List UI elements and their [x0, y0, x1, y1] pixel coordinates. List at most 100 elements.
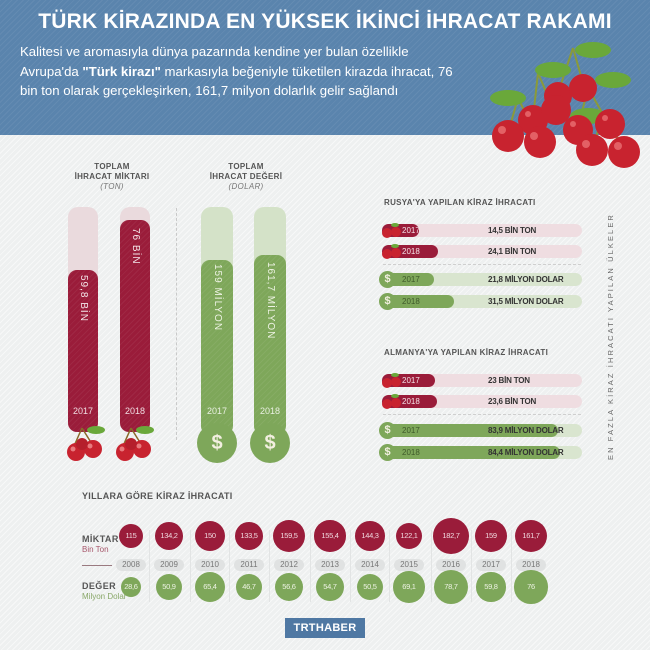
- cherry-icon: [67, 426, 105, 461]
- year-pill: 2009: [154, 559, 184, 571]
- russia-value-2018-bar: [382, 295, 454, 308]
- year-pill: 2011: [234, 559, 264, 571]
- bar-value: 21,8 MİLYON DOLAR: [488, 275, 564, 284]
- quantity-bubble: 155,4: [314, 520, 346, 552]
- quantity-bubble: 150: [194, 520, 226, 552]
- total-value-heading: TOPLAM İHRACAT DEĞERİ (DOLAR): [196, 162, 296, 192]
- cherry-icon: [382, 244, 401, 259]
- divider: [389, 530, 390, 602]
- cherry-icon: [116, 426, 154, 461]
- value-bubble: 50,9: [155, 573, 183, 601]
- divider: [511, 530, 512, 602]
- yearly-heading: YILLARA GÖRE KİRAZ İHRACATI: [82, 491, 233, 501]
- russia-heading: RUSYA'YA YAPILAN KİRAZ İHRACATI: [384, 198, 536, 207]
- heading-line: TOPLAM: [228, 162, 264, 171]
- heading-unit: (TON): [100, 182, 124, 191]
- bar-year: 2018: [402, 247, 420, 256]
- bar-value: 84,4 MİLYON DOLAR: [488, 448, 564, 457]
- bar-year: 2018: [402, 297, 420, 306]
- bar-year: 2017: [402, 426, 420, 435]
- quantity-bubble: 133,5: [235, 522, 263, 550]
- quantity-row-unit: Bin Ton: [82, 545, 109, 554]
- divider: [471, 530, 472, 602]
- year-pill: 2015: [394, 559, 424, 571]
- trthaber-logo: TRTHABER: [285, 618, 365, 638]
- bar-year: 2017: [402, 376, 420, 385]
- year-pill: 2012: [274, 559, 304, 571]
- bar-value: 24,1 BİN TON: [488, 247, 537, 256]
- cherries-icon: [490, 42, 640, 168]
- germany-value-2017-bar: [382, 424, 558, 437]
- year-pill: 2018: [516, 559, 546, 571]
- bar-year: 2018: [402, 448, 420, 457]
- divider: [350, 530, 351, 602]
- quantity-row-label: MİKTAR: [82, 534, 119, 544]
- value-bubble: 69,1: [393, 571, 425, 603]
- value-bubble: 76: [514, 570, 548, 604]
- bar-2018-quantity: [120, 220, 150, 432]
- divider: [176, 208, 177, 440]
- divider: [149, 530, 150, 602]
- divider: [190, 530, 191, 602]
- germany-heading: ALMANYA'YA YAPILAN KİRAZ İHRACATI: [384, 348, 549, 357]
- divider: [310, 530, 311, 602]
- value-bubble: 46,7: [236, 574, 262, 600]
- bar-year: 2018: [259, 406, 281, 416]
- dollar-icon: $: [379, 444, 396, 461]
- value-bubble: 59,8: [476, 572, 506, 602]
- bar-2017-quantity: [68, 270, 98, 432]
- bar-label: 59,8 BİN: [78, 275, 89, 322]
- bar-value: 23,6 BİN TON: [488, 397, 537, 406]
- divider: [383, 264, 581, 265]
- cherry-icon: [382, 394, 401, 409]
- page-subtitle: Kalitesi ve aromasıyla dünya pazarında k…: [20, 42, 470, 101]
- page-title: TÜRK KİRAZINDA EN YÜKSEK İKİNCİ İHRACAT …: [38, 10, 612, 33]
- bar-year: 2018: [402, 397, 420, 406]
- dollar-icon: $: [197, 423, 237, 463]
- russia-quantity-2017-track: [382, 224, 582, 237]
- quantity-bubble: 122,1: [396, 523, 422, 549]
- divider: [431, 530, 432, 602]
- dollar-icon: $: [379, 293, 396, 310]
- value-bubble: 54,7: [316, 573, 344, 601]
- quantity-bubble: 182,7: [433, 518, 469, 554]
- quantity-bubble: 159,5: [273, 520, 305, 552]
- value-bubble: 65,4: [194, 571, 226, 603]
- bar-value: 23 BİN TON: [488, 376, 530, 385]
- bar-year: 2017: [402, 275, 420, 284]
- heading-line: İHRACAT MİKTARI: [74, 172, 150, 181]
- value-bubble: 78,7: [434, 570, 468, 604]
- cherry-icon: [382, 223, 401, 238]
- bar-year: 2017: [402, 226, 420, 235]
- quantity-bubble: 144,3: [355, 521, 385, 551]
- year-pill: 2017: [476, 559, 506, 571]
- dollar-icon: $: [379, 271, 396, 288]
- divider: [82, 565, 112, 566]
- heading-unit: (DOLAR): [228, 182, 264, 191]
- year-pill: 2010: [195, 559, 225, 571]
- bar-year: 2017: [72, 406, 94, 416]
- value-bubble: 50,5: [356, 573, 384, 601]
- bar-2018-value: [254, 255, 286, 435]
- bar-year: 2018: [124, 406, 146, 416]
- subtitle-brand: "Türk kirazı": [82, 63, 161, 79]
- value-bubble: 56,6: [274, 572, 304, 602]
- bar-label: 161,7 MİLYON: [265, 262, 276, 340]
- side-label: EN FAZLA KİRAZ İHRACATI YAPILAN ÜLKELER: [606, 213, 615, 460]
- bar-year: 2017: [206, 406, 228, 416]
- germany-value-2018-bar: [382, 446, 560, 459]
- year-pill: 2013: [315, 559, 345, 571]
- subtitle-text-end: markasıyla beğeniyle tüketilen kirazda i…: [20, 63, 453, 99]
- dollar-icon: $: [379, 422, 396, 439]
- bar-label: 159 MİLYON: [212, 264, 223, 332]
- subtitle-text: Kalitesi ve aromasıyla dünya pazarında k…: [20, 44, 409, 79]
- divider: [383, 414, 581, 415]
- year-pill: 2016: [436, 559, 466, 571]
- dollar-icon: $: [250, 423, 290, 463]
- divider: [269, 530, 270, 602]
- quantity-bubble: 115: [118, 523, 144, 549]
- year-pill: 2014: [355, 559, 385, 571]
- quantity-bubble: 159: [475, 520, 507, 552]
- quantity-bubble: 134,2: [155, 522, 183, 550]
- bar-value: 83,9 MİLYON DOLAR: [488, 426, 564, 435]
